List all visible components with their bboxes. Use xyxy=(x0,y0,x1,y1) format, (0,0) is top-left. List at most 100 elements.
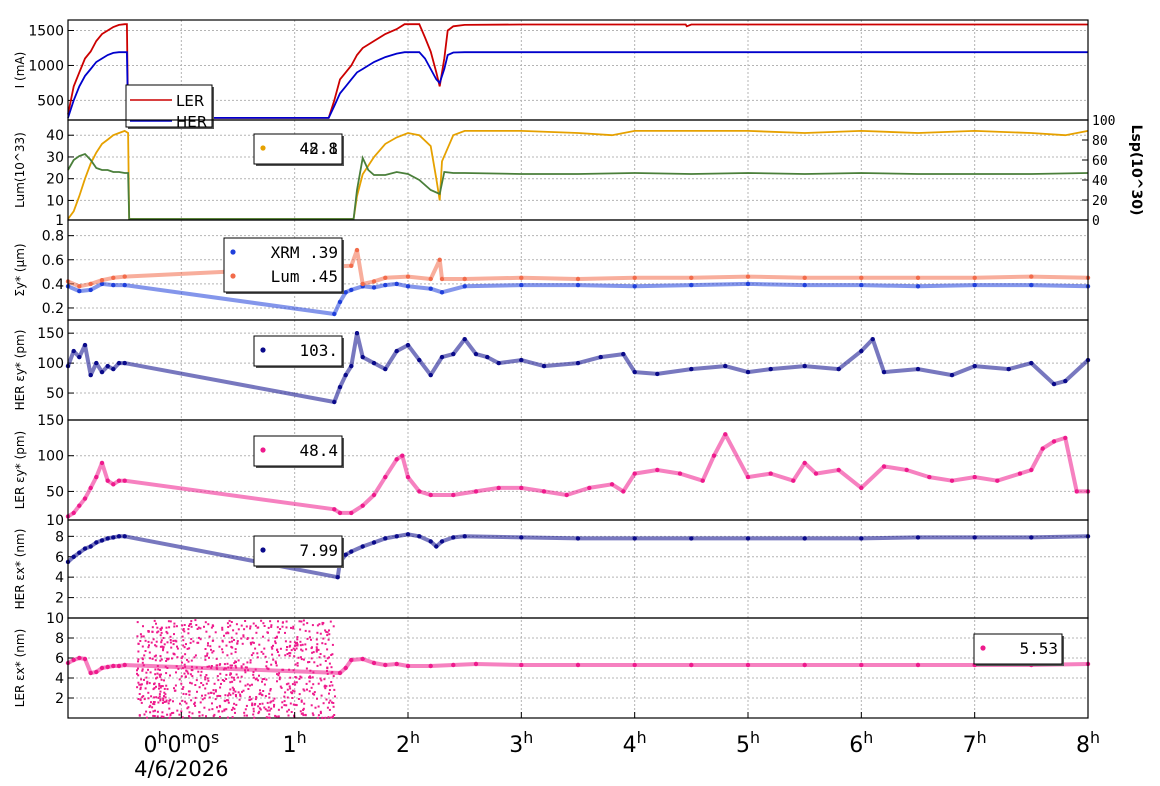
legend-box xyxy=(973,633,1063,665)
noise-point xyxy=(144,650,147,652)
noise-point xyxy=(214,631,217,634)
noise-point xyxy=(277,715,280,718)
noise-point xyxy=(327,638,330,641)
noise-point xyxy=(277,620,279,623)
noise-point xyxy=(234,694,237,696)
noise-point xyxy=(148,644,150,647)
noise-point xyxy=(212,650,215,653)
noise-point xyxy=(175,671,177,674)
noise-point xyxy=(250,643,253,646)
legend-marker xyxy=(260,347,266,353)
data-point xyxy=(632,662,637,668)
noise-point xyxy=(276,649,278,651)
noise-point xyxy=(180,657,183,660)
data-point xyxy=(1017,471,1023,476)
noise-point xyxy=(302,688,305,691)
noise-point xyxy=(257,679,259,682)
noise-point xyxy=(296,662,299,665)
data-point xyxy=(870,337,875,342)
data-point xyxy=(689,282,694,288)
noise-point xyxy=(160,685,163,688)
noise-point xyxy=(270,624,273,627)
noise-point xyxy=(319,663,322,666)
noise-point xyxy=(176,647,179,650)
data-point xyxy=(972,363,977,369)
noise-point xyxy=(151,706,154,709)
data-point xyxy=(354,331,360,336)
noise-point xyxy=(141,661,144,664)
noise-point xyxy=(315,638,318,641)
noise-point xyxy=(317,705,320,708)
noise-point xyxy=(331,701,333,704)
noise-point xyxy=(232,706,235,709)
noise-point xyxy=(285,626,288,629)
noise-point xyxy=(169,641,172,644)
noise-point xyxy=(154,709,156,712)
noise-point xyxy=(178,678,181,681)
data-point xyxy=(417,489,422,494)
noise-point xyxy=(234,690,237,693)
noise-point xyxy=(204,694,207,697)
noise-point xyxy=(157,668,160,671)
noise-point xyxy=(225,673,228,676)
right-y-tick-label: 80 xyxy=(1092,134,1108,149)
noise-point xyxy=(136,672,138,675)
noise-point xyxy=(183,624,186,626)
data-point xyxy=(99,665,105,671)
noise-point xyxy=(198,714,201,717)
noise-point xyxy=(183,672,186,675)
noise-point xyxy=(305,667,308,670)
data-point xyxy=(859,282,864,288)
y-tick-label: 150 xyxy=(37,413,64,429)
noise-point xyxy=(161,702,164,704)
noise-point xyxy=(188,715,190,718)
x-tick-label: 5h xyxy=(736,728,760,759)
noise-point xyxy=(281,621,284,624)
legend-label: 7.99 xyxy=(299,541,338,560)
noise-point xyxy=(145,676,148,679)
noise-point xyxy=(320,679,323,682)
noise-point xyxy=(309,669,312,672)
noise-point xyxy=(239,680,242,683)
noise-point xyxy=(270,663,273,666)
noise-point xyxy=(215,664,218,667)
tick-label-part: m xyxy=(182,728,197,747)
data-point xyxy=(394,348,399,354)
noise-point xyxy=(299,675,302,678)
noise-point xyxy=(304,629,307,632)
noise-point xyxy=(221,710,224,713)
data-point xyxy=(689,662,694,668)
noise-point xyxy=(288,645,291,648)
noise-point xyxy=(316,631,319,634)
noise-point xyxy=(283,695,286,698)
noise-point xyxy=(233,678,236,681)
data-point xyxy=(1063,378,1068,384)
noise-point xyxy=(264,695,267,698)
noise-point xyxy=(298,620,301,623)
noise-point xyxy=(227,701,230,704)
noise-point xyxy=(271,647,274,650)
noise-point xyxy=(302,658,305,661)
data-point xyxy=(972,275,977,280)
noise-point xyxy=(244,671,247,674)
legend-marker xyxy=(260,145,266,151)
noise-point xyxy=(252,622,255,625)
noise-point xyxy=(153,715,156,717)
noise-point xyxy=(205,682,208,685)
panel-ler_eyy: 10 50 100 150 LER εy* (pm) 48.4 xyxy=(13,413,1091,529)
noise-point xyxy=(290,711,293,713)
data-point xyxy=(745,274,751,279)
noise-point xyxy=(198,686,201,689)
noise-point xyxy=(331,643,334,646)
noise-point xyxy=(287,708,290,711)
noise-point xyxy=(241,642,244,645)
noise-point xyxy=(224,694,227,697)
data-point xyxy=(915,366,921,372)
noise-point xyxy=(317,682,320,685)
noise-point xyxy=(254,668,257,671)
noise-point xyxy=(304,713,307,716)
noise-point xyxy=(205,630,208,633)
noise-point xyxy=(156,626,159,629)
data-point xyxy=(859,485,864,491)
noise-point xyxy=(218,663,221,666)
